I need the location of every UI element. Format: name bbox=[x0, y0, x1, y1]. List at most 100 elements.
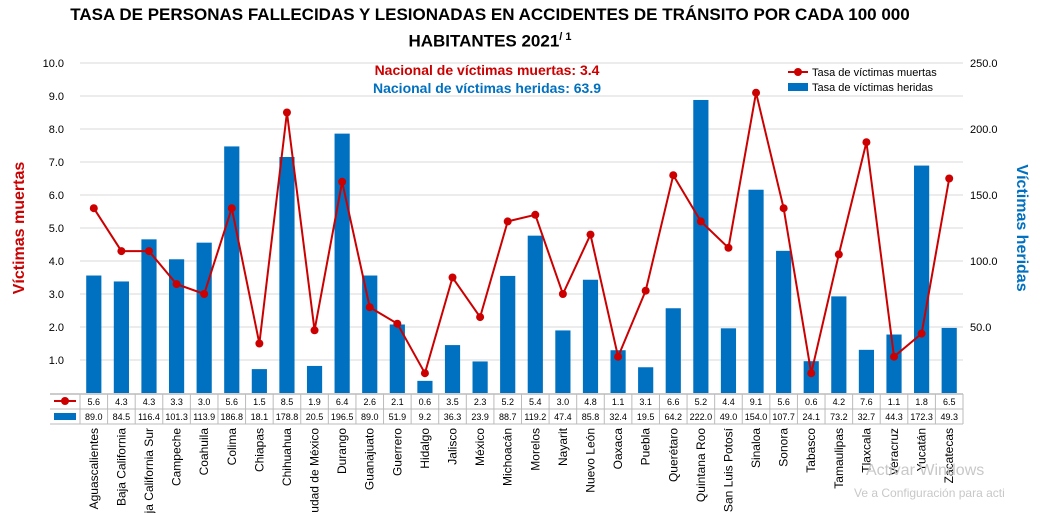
data-label-heridas: 89.0 bbox=[361, 412, 379, 422]
bar bbox=[362, 275, 378, 393]
data-label-muertas: 5.2 bbox=[695, 397, 708, 407]
chart-title: TASA DE PERSONAS FALLECIDAS Y LESIONADAS… bbox=[0, 4, 980, 53]
y-left-tick-label: 2.0 bbox=[49, 322, 64, 334]
category-label: Guanajuato bbox=[363, 428, 377, 490]
bar bbox=[831, 296, 847, 393]
data-label-muertas: 3.1 bbox=[639, 397, 652, 407]
data-label-heridas: 178.8 bbox=[276, 412, 299, 422]
table-key-marker bbox=[61, 397, 69, 405]
bar bbox=[886, 334, 902, 393]
line-point bbox=[834, 250, 843, 259]
data-label-muertas: 1.5 bbox=[253, 397, 266, 407]
bar bbox=[306, 365, 323, 393]
data-label-heridas: 84.5 bbox=[113, 412, 131, 422]
bar bbox=[141, 239, 157, 393]
bar bbox=[472, 361, 488, 393]
line-point bbox=[641, 286, 650, 295]
data-label-muertas: 2.3 bbox=[474, 397, 487, 407]
line-point bbox=[531, 210, 540, 219]
category-label: Campeche bbox=[170, 428, 184, 486]
y-left-tick-label: 4.0 bbox=[49, 256, 64, 268]
category-label: Querétaro bbox=[666, 428, 680, 482]
legend-label-heridas: Tasa de víctimas heridas bbox=[812, 82, 934, 94]
data-label-heridas: 222.0 bbox=[690, 412, 713, 422]
category-label: San Luis Potosí bbox=[721, 427, 735, 512]
line-point bbox=[779, 204, 788, 213]
data-label-heridas: 44.3 bbox=[885, 412, 903, 422]
y-right-tick-label: 250.0 bbox=[970, 58, 998, 70]
category-label: Tabasco bbox=[804, 428, 818, 473]
category-label: Nuevo León bbox=[583, 428, 597, 493]
y-right-tick-label: 100.0 bbox=[970, 256, 998, 268]
category-label: Coahuila bbox=[197, 428, 211, 476]
bar bbox=[693, 99, 709, 394]
data-label-heridas: 36.3 bbox=[444, 412, 462, 422]
annotation-muertas: Nacional de víctimas muertas: 3.4 bbox=[375, 62, 600, 78]
data-label-muertas: 2.1 bbox=[391, 397, 404, 407]
category-label: Quintana Roo bbox=[694, 428, 708, 502]
data-label-muertas: 1.9 bbox=[308, 397, 321, 407]
data-label-heridas: 19.5 bbox=[637, 412, 655, 422]
data-label-heridas: 23.9 bbox=[471, 412, 489, 422]
line-point bbox=[172, 280, 181, 289]
data-label-heridas: 89.0 bbox=[85, 412, 103, 422]
bar bbox=[444, 345, 461, 393]
data-label-heridas: 116.4 bbox=[138, 412, 160, 422]
data-label-heridas: 119.2 bbox=[524, 412, 546, 422]
line-point bbox=[476, 313, 485, 322]
data-label-muertas: 3.3 bbox=[170, 397, 183, 407]
data-label-muertas: 0.6 bbox=[805, 397, 818, 407]
line-point bbox=[420, 369, 429, 378]
y-right-tick-label: 200.0 bbox=[970, 124, 998, 136]
data-label-heridas: 107.7 bbox=[772, 412, 795, 422]
title-line-2: HABITANTES 2021/ 1 bbox=[0, 26, 980, 53]
data-label-muertas: 3.0 bbox=[198, 397, 211, 407]
data-label-muertas: 4.8 bbox=[584, 397, 597, 407]
data-label-muertas: 1.1 bbox=[612, 397, 625, 407]
data-label-muertas: 5.4 bbox=[529, 397, 542, 407]
line-point bbox=[448, 273, 457, 282]
data-label-heridas: 24.1 bbox=[802, 412, 820, 422]
y-left-tick-label: 6.0 bbox=[49, 190, 64, 202]
data-label-muertas: 5.2 bbox=[501, 397, 514, 407]
line-point bbox=[144, 247, 153, 256]
table-key-bar bbox=[54, 413, 76, 420]
data-label-heridas: 18.1 bbox=[251, 412, 269, 422]
line-point bbox=[503, 217, 512, 226]
bar bbox=[113, 281, 129, 393]
category-label: Aguascalientes bbox=[87, 428, 101, 509]
category-label: Colima bbox=[225, 428, 239, 466]
data-label-heridas: 113.9 bbox=[193, 412, 215, 422]
bar bbox=[196, 242, 212, 393]
windows-activation-watermark-sub: Ve a Configuración para acti bbox=[854, 486, 1005, 500]
line-point bbox=[890, 352, 899, 361]
title-line-1: TASA DE PERSONAS FALLECIDAS Y LESIONADAS… bbox=[70, 5, 910, 24]
data-label-heridas: 64.2 bbox=[665, 412, 683, 422]
data-label-muertas: 3.0 bbox=[557, 397, 570, 407]
windows-activation-watermark: Activar Windows bbox=[866, 462, 985, 479]
legend-bar-swatch bbox=[788, 83, 808, 91]
line-point bbox=[945, 174, 954, 183]
data-label-heridas: 88.7 bbox=[499, 412, 517, 422]
bar bbox=[251, 369, 267, 393]
title-superscript: / 1 bbox=[559, 31, 572, 43]
legend-label-muertas: Tasa de víctimas muertas bbox=[812, 67, 937, 79]
line-point bbox=[696, 217, 705, 226]
category-label: Tamaulipas bbox=[832, 428, 846, 489]
line-point bbox=[558, 290, 567, 298]
category-label: Zacatecas bbox=[942, 428, 956, 483]
data-label-heridas: 32.4 bbox=[609, 412, 627, 422]
category-label: Baja California Sur bbox=[142, 428, 156, 513]
category-label: México bbox=[473, 428, 487, 466]
data-label-muertas: 8.5 bbox=[281, 397, 294, 407]
data-label-heridas: 49.3 bbox=[940, 412, 958, 422]
category-label: Hidalgo bbox=[418, 428, 432, 469]
category-label: Veracruz bbox=[887, 428, 901, 475]
data-label-heridas: 49.0 bbox=[720, 412, 738, 422]
line-point bbox=[614, 352, 623, 361]
bar bbox=[776, 250, 792, 393]
data-label-muertas: 4.3 bbox=[115, 397, 128, 407]
line-point bbox=[862, 138, 871, 147]
bar bbox=[86, 275, 102, 393]
line-point bbox=[365, 303, 374, 312]
